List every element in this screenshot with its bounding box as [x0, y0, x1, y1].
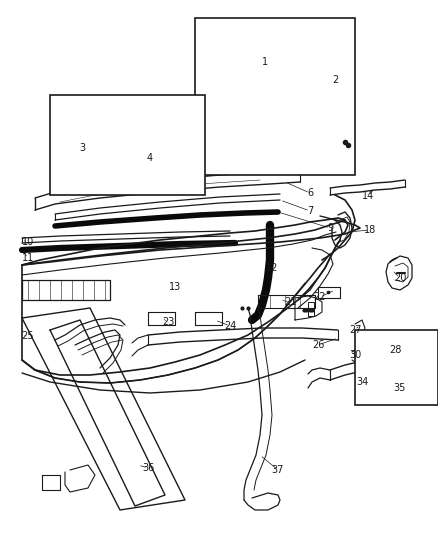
- Text: 23: 23: [162, 317, 174, 327]
- Text: 26: 26: [312, 340, 324, 350]
- Bar: [195, 18, 355, 175]
- Text: 18: 18: [364, 225, 376, 235]
- Text: 24: 24: [224, 321, 236, 331]
- Text: 4: 4: [147, 153, 153, 163]
- Text: 11: 11: [22, 253, 34, 263]
- Text: 35: 35: [394, 383, 406, 393]
- Text: 7: 7: [307, 206, 313, 216]
- Text: 34: 34: [356, 377, 368, 387]
- Text: 14: 14: [362, 191, 374, 201]
- Text: 25: 25: [22, 331, 34, 341]
- Text: 20: 20: [394, 273, 406, 283]
- Text: 9: 9: [327, 223, 333, 233]
- Text: 28: 28: [389, 345, 401, 355]
- Text: 3: 3: [79, 143, 85, 153]
- Bar: [50, 95, 205, 195]
- Text: 6: 6: [307, 188, 313, 198]
- Text: 30: 30: [349, 350, 361, 360]
- Text: 2: 2: [332, 75, 338, 85]
- Text: 21: 21: [284, 297, 296, 307]
- Text: 22: 22: [314, 292, 326, 302]
- Text: 36: 36: [142, 463, 154, 473]
- Text: 12: 12: [266, 263, 278, 273]
- Text: 37: 37: [272, 465, 284, 475]
- Text: 27: 27: [349, 325, 361, 335]
- Text: 1: 1: [262, 57, 268, 67]
- Bar: [355, 330, 438, 405]
- Text: 13: 13: [169, 282, 181, 292]
- Text: 10: 10: [22, 237, 34, 247]
